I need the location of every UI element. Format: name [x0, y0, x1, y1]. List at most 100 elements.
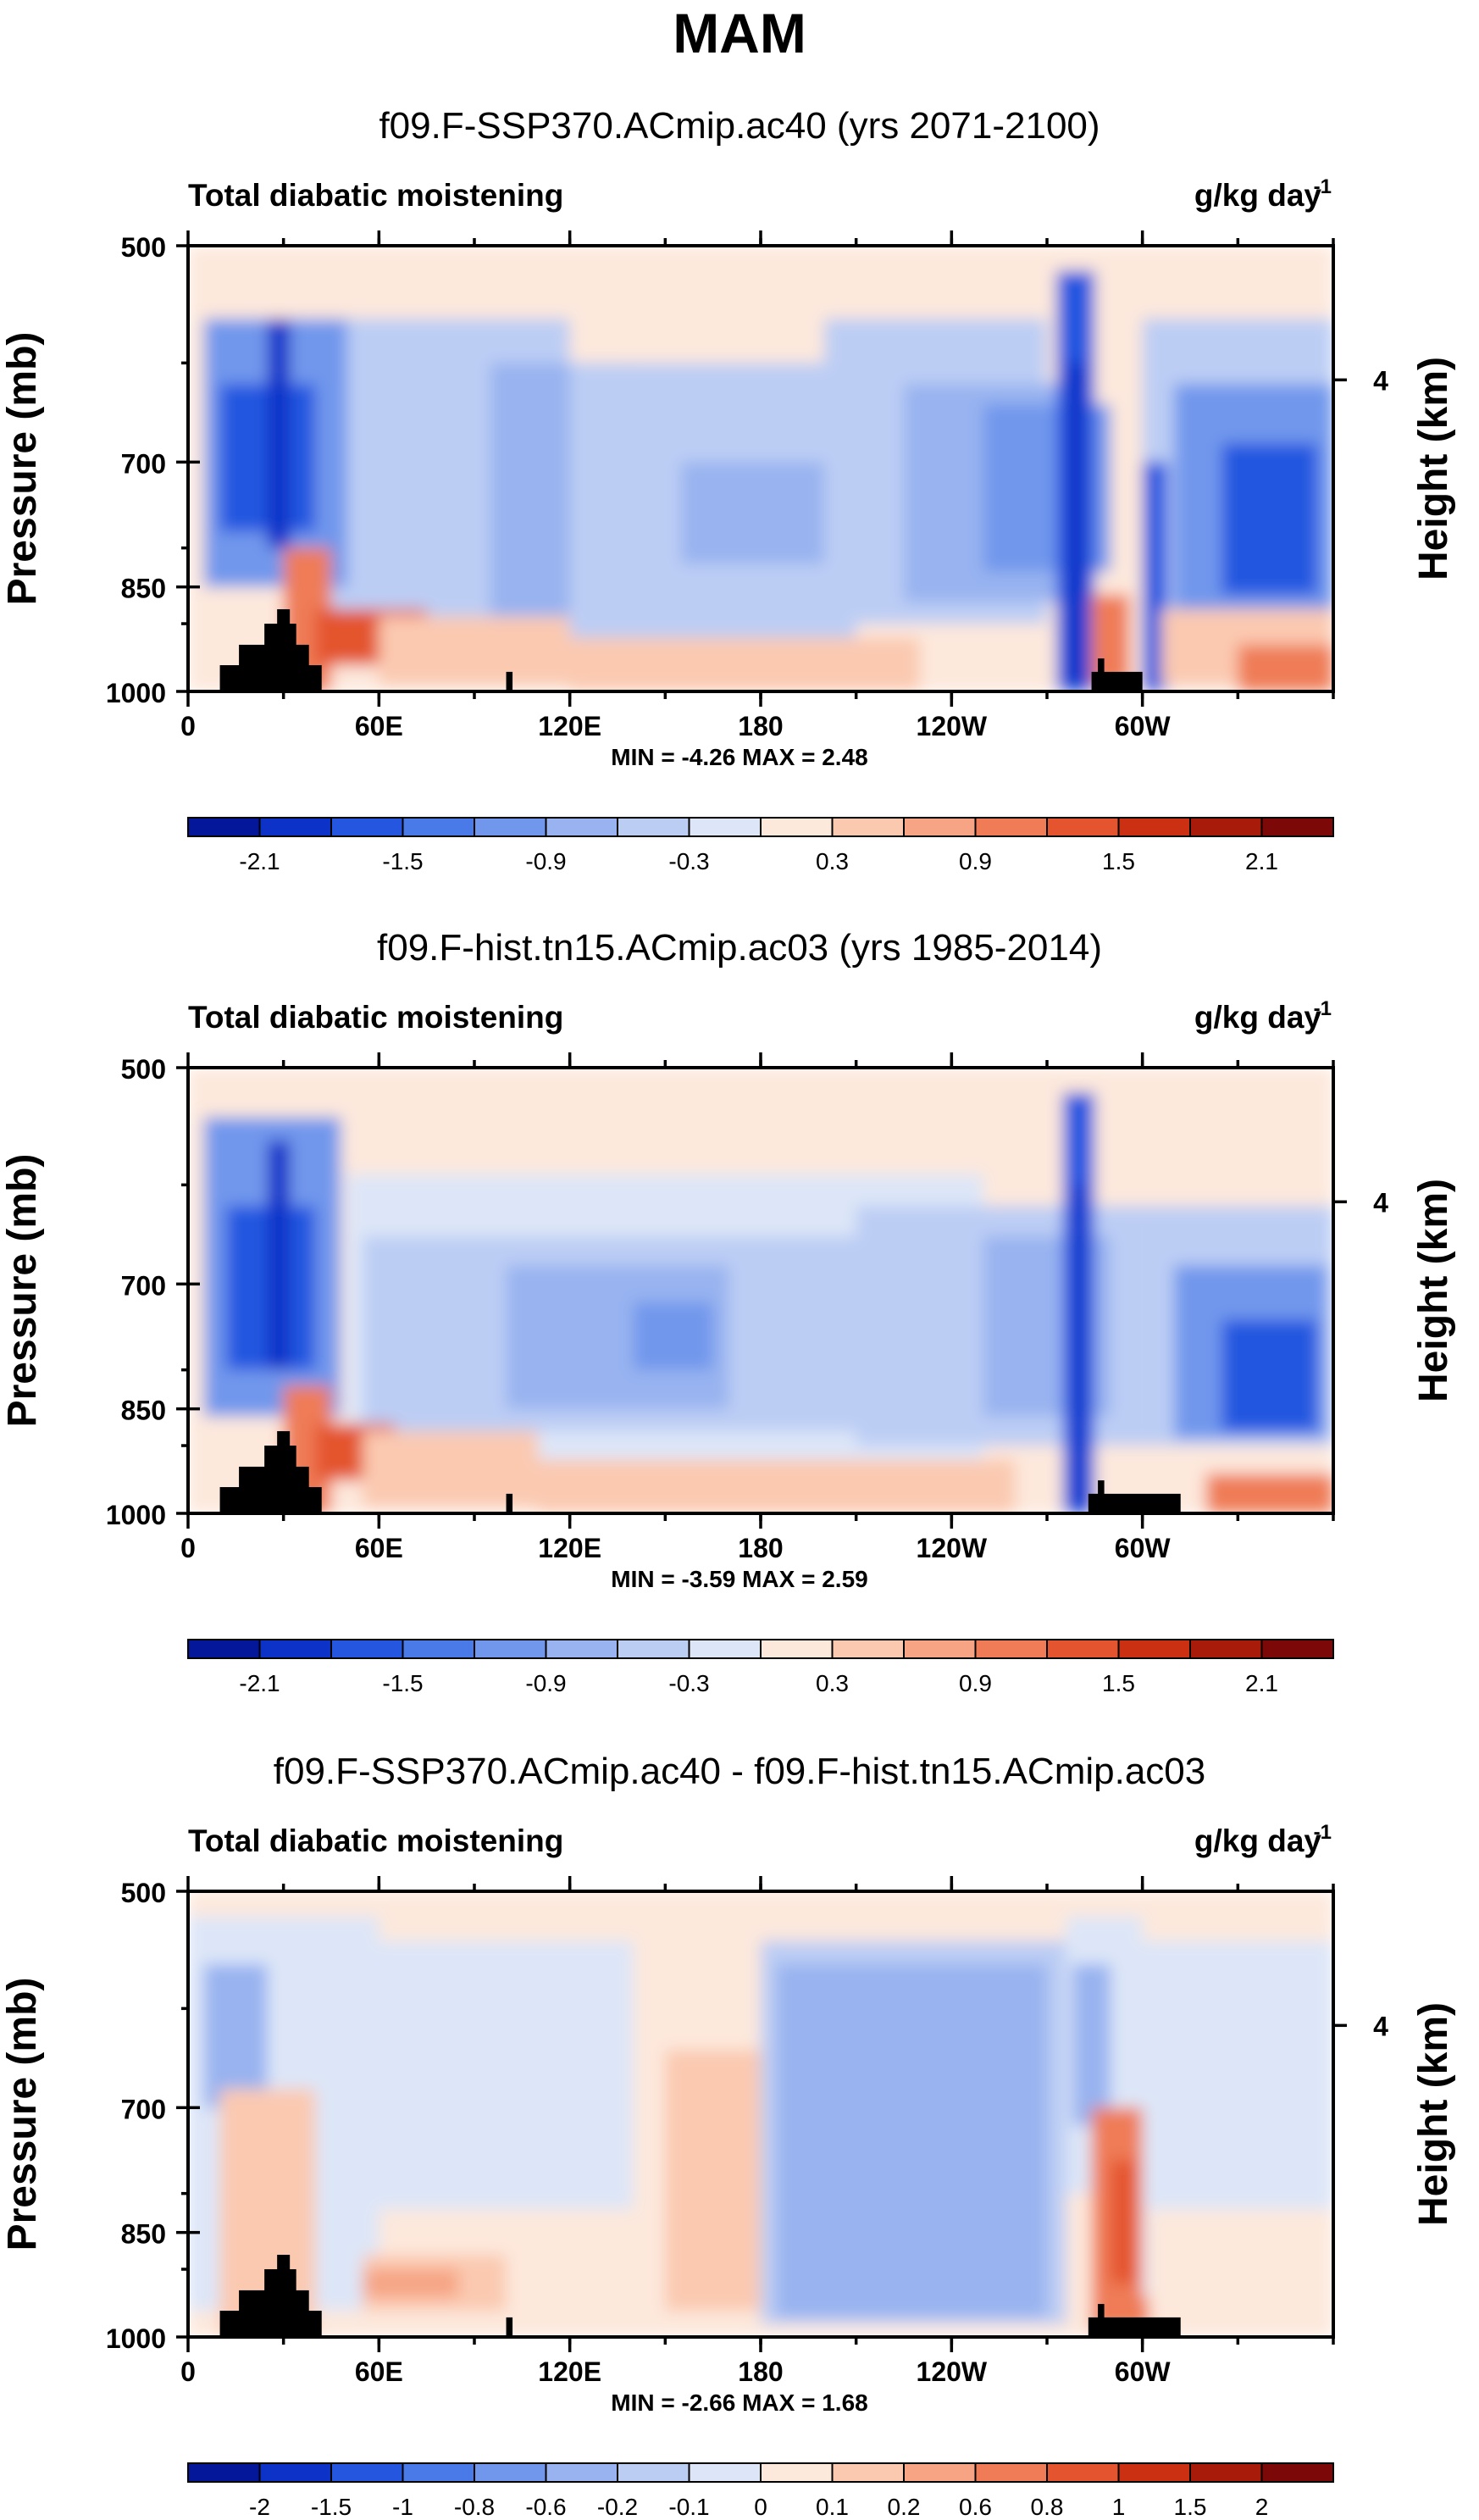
- contour-region: [776, 1964, 1047, 2317]
- y-tick-label: 700: [121, 448, 166, 479]
- topography-mask: [1088, 1493, 1181, 1513]
- x-tick-label: 60E: [355, 1533, 403, 1563]
- y-tick-label: 500: [121, 232, 166, 263]
- colorbar-swatch: [187, 2462, 261, 2483]
- units-label: g/kg day: [1194, 1000, 1322, 1035]
- contour-region: [569, 637, 920, 691]
- x-tick-label: 0: [180, 1533, 196, 1563]
- stats-text: MIN = -4.26 MAX = 2.48: [611, 744, 867, 770]
- colorbar-swatch: [545, 2462, 618, 2483]
- colorbar-swatch: [760, 817, 834, 837]
- colorbar-label: 1.5: [1102, 848, 1135, 874]
- y-right-tick-label: 4: [1373, 2011, 1388, 2041]
- topography-mask: [277, 2254, 291, 2337]
- units-exponent: -1: [1314, 997, 1332, 1020]
- colorbar-label: -1.5: [382, 848, 423, 874]
- colorbar-swatch: [474, 817, 547, 837]
- colorbar-swatch: [258, 2462, 332, 2483]
- stats-text: MIN = -3.59 MAX = 2.59: [611, 1566, 867, 1592]
- colorbar-swatch: [974, 817, 1048, 837]
- topography-mask: [506, 671, 513, 691]
- colorbar-swatch: [903, 1639, 977, 1659]
- colorbar-label: 0.1: [816, 2494, 849, 2520]
- x-tick-label: 60E: [355, 711, 403, 741]
- colorbar-label: 0.9: [959, 1670, 992, 1696]
- colorbar-label: -0.9: [525, 848, 566, 874]
- colorbar-swatch: [688, 2462, 762, 2483]
- colorbar-swatch: [1260, 817, 1334, 837]
- colorbar-swatch: [187, 1639, 261, 1659]
- colorbar-label: 2.1: [1245, 1670, 1278, 1696]
- colorbar-swatch: [545, 1639, 618, 1659]
- contour-region: [1221, 1319, 1318, 1431]
- contour-region: [1221, 443, 1318, 595]
- colorbar-label: 1: [1112, 2494, 1126, 2520]
- colorbar-swatch: [688, 1639, 762, 1659]
- colorbar-label: 0.2: [888, 2494, 921, 2520]
- y-tick-label: 700: [121, 1270, 166, 1301]
- colorbar-swatch: [1260, 2462, 1334, 2483]
- variable-label: Total diabatic moistening: [188, 1000, 563, 1035]
- x-tick-label: 180: [738, 1533, 783, 1563]
- panel-title: f09.F-SSP370.ACmip.ac40 - f09.F-hist.tn1…: [274, 1751, 1206, 1792]
- x-tick-label: 120E: [538, 711, 601, 741]
- colorbar-label: -2: [249, 2494, 270, 2520]
- colorbar-swatch: [1189, 1639, 1263, 1659]
- units-label: g/kg day: [1194, 178, 1322, 213]
- y-tick-label: 1000: [106, 678, 166, 708]
- colorbar-label: 2: [1255, 2494, 1269, 2520]
- units-exponent: -1: [1314, 175, 1332, 198]
- colorbar: -2.1 -1.5 -0.9 -0.3 0.3 0.9 1.5 2.1: [187, 817, 1334, 874]
- units-label: g/kg day: [1194, 1823, 1322, 1858]
- y-tick-label: 500: [121, 1878, 166, 1908]
- colorbar-swatch: [760, 2462, 834, 2483]
- colorbar-swatch: [688, 817, 762, 837]
- colorbar-swatch: [617, 1639, 690, 1659]
- contour-region: [665, 2050, 777, 2312]
- stats-text: MIN = -2.66 MAX = 1.68: [611, 2390, 867, 2416]
- colorbar-swatch: [903, 817, 977, 837]
- colorbar-label: -1: [392, 2494, 413, 2520]
- topography-mask: [506, 1493, 513, 1513]
- x-tick-label: 120W: [917, 1533, 988, 1563]
- y-axis-label: Pressure (mb): [0, 332, 45, 606]
- colorbar-swatch: [1189, 2462, 1263, 2483]
- colorbar-swatch: [831, 1639, 905, 1659]
- topography-mask: [1098, 658, 1105, 691]
- colorbar-label: -0.8: [454, 2494, 495, 2520]
- y-right-axis-label: Height (km): [1411, 1179, 1456, 1402]
- colorbar-label: -0.2: [597, 2494, 638, 2520]
- x-tick-label: 60W: [1115, 711, 1172, 741]
- colorbar-swatch: [1046, 1639, 1120, 1659]
- variable-label: Total diabatic moistening: [188, 1823, 563, 1858]
- y-tick-label: 850: [121, 2219, 166, 2250]
- contour-region: [1091, 594, 1130, 686]
- colorbar-swatch: [617, 817, 690, 837]
- colorbar-label: 0.9: [959, 848, 992, 874]
- panels: f09.F-SSP370.ACmip.ac40 (yrs 2071-2100) T…: [0, 105, 1456, 2520]
- colorbar-label: -0.3: [668, 848, 709, 874]
- topography-mask: [1088, 2317, 1181, 2337]
- x-tick-label: 180: [738, 711, 783, 741]
- y-right-axis-label: Height (km): [1411, 357, 1456, 580]
- colorbar-label: -1.5: [382, 1670, 423, 1696]
- colorbar-swatch: [1189, 817, 1263, 837]
- colorbar-label: 1.5: [1102, 1670, 1135, 1696]
- topography-mask: [277, 608, 291, 691]
- colorbar-swatch: [330, 817, 404, 837]
- colorbar-label: -2.1: [239, 848, 280, 874]
- x-tick-label: 120W: [917, 2356, 988, 2387]
- colorbar-label: -1.5: [311, 2494, 352, 2520]
- y-tick-label: 500: [121, 1054, 166, 1085]
- y-axis-label: Pressure (mb): [0, 1154, 45, 1428]
- colorbar-label: -0.6: [525, 2494, 566, 2520]
- contour-region: [1072, 1185, 1086, 1507]
- figure-title: MAM: [673, 2, 806, 64]
- contour-region: [1111, 2160, 1137, 2284]
- x-tick-label: 60W: [1115, 1533, 1172, 1563]
- panel-2: f09.F-hist.tn15.ACmip.ac03 (yrs 1985-201…: [0, 927, 1456, 1696]
- x-tick-label: 120W: [917, 711, 988, 741]
- colorbar-swatch: [974, 1639, 1048, 1659]
- x-tick-label: 60E: [355, 2356, 403, 2387]
